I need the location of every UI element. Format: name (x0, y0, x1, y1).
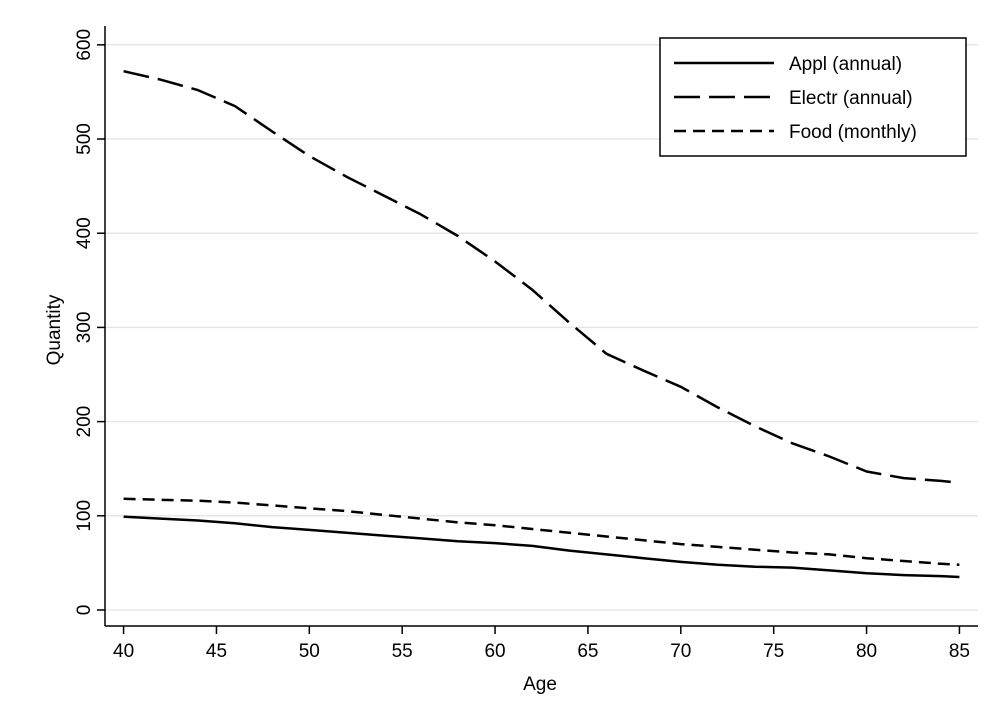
axes: 40 45 50 55 60 65 70 75 80 85 0 100 200 300 400 500 600 (74, 26, 978, 662)
x-tick-label: 70 (670, 641, 691, 662)
x-tick-label: 85 (949, 641, 970, 662)
x-tick-label: 45 (206, 641, 227, 662)
legend-label: Food (monthly) (789, 122, 917, 143)
x-tick-label: 60 (484, 641, 505, 662)
x-tick-label: 75 (763, 641, 784, 662)
series-line-appl-annual (123, 515, 960, 579)
y-tick-label: 0 (74, 605, 95, 616)
y-tick-label: 400 (74, 217, 95, 249)
legend-label: Electr (annual) (789, 88, 913, 109)
y-tick-label: 500 (74, 123, 95, 155)
y-tick-label: 200 (74, 406, 95, 438)
series-line-electr-annual (123, 69, 960, 485)
y-tick-label: 100 (74, 500, 95, 532)
legend-label: Appl (annual) (789, 54, 902, 75)
x-tick-label: 50 (299, 641, 320, 662)
x-axis-title: Age (523, 674, 557, 695)
x-tick-label: 40 (113, 641, 134, 662)
series-line-food-monthly (123, 497, 960, 567)
x-tick-label: 80 (856, 641, 877, 662)
x-tick-label: 65 (577, 641, 598, 662)
y-tick-label: 600 (74, 29, 95, 61)
series-lines (123, 69, 960, 579)
gridlines (105, 44, 978, 611)
y-axis-title: Quantity (44, 294, 65, 365)
legend: Appl (annual) Electr (annual) Food (monthl… (659, 37, 967, 157)
x-tick-label: 55 (392, 641, 413, 662)
y-tick-label: 300 (74, 312, 95, 344)
